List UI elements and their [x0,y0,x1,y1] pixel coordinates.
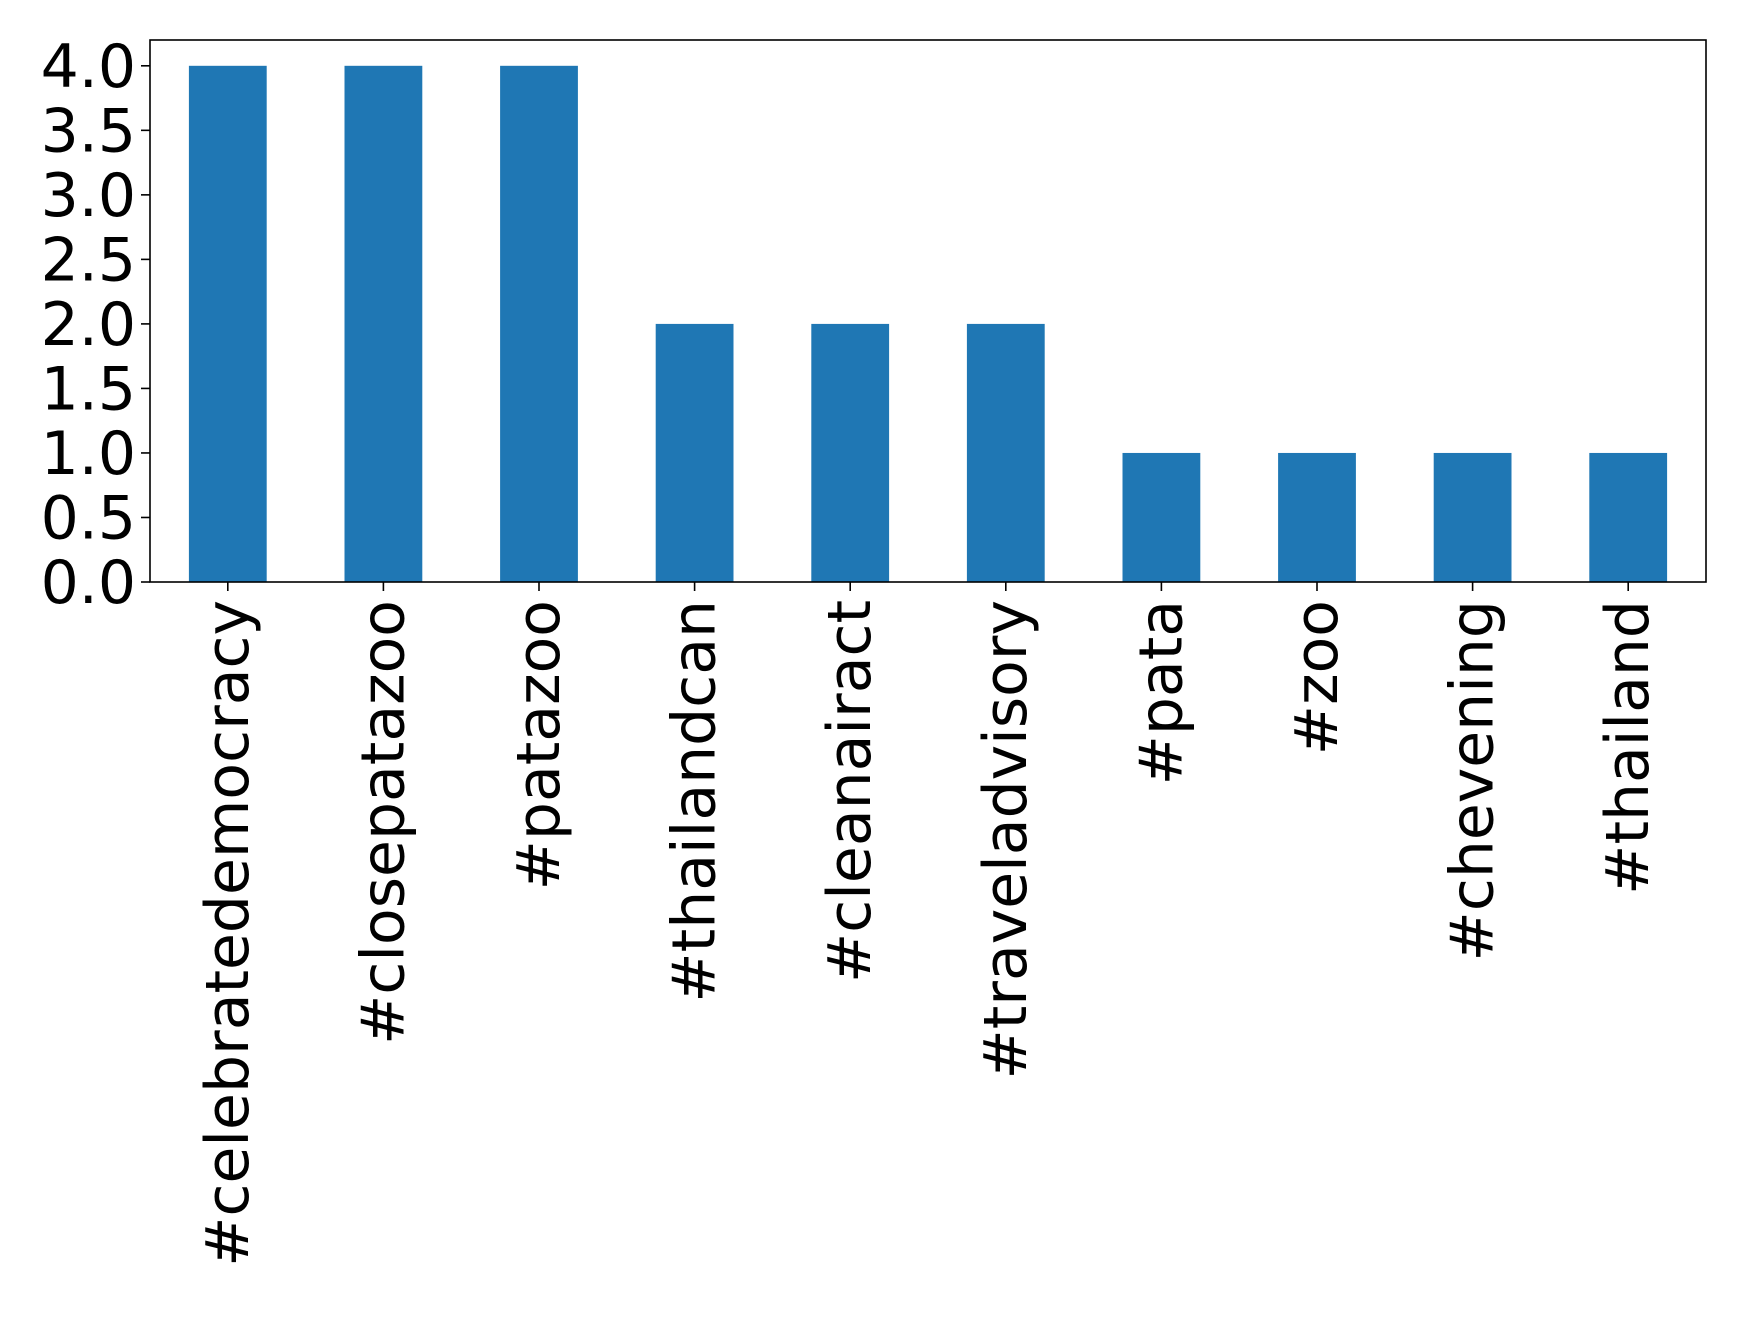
bar-pata [1122,452,1201,582]
y-tick-label: 2.5 [41,225,136,295]
bar-closepatazoo [344,65,423,583]
bar-thailand [1589,452,1668,582]
x-tick-label: #traveladvisory [971,600,1041,1080]
y-tick-label: 3.0 [41,161,136,231]
x-axis: #celebratedemocracy #closepatazoo #patazoo… [193,582,1663,1267]
x-tick-label: #zoo [1282,600,1352,755]
x-tick-label: #cleanairact [815,600,885,983]
x-tick-label: #closepatazoo [348,600,418,1045]
x-tick-label: #thailand [1593,600,1663,895]
y-tick-label: 4.0 [41,32,136,102]
y-axis: 0.00.51.01.52.02.53.03.54.0 [41,32,150,618]
y-tick-label: 2.0 [41,290,136,360]
bars-layer [188,65,1668,583]
bar-patazoo [500,65,578,583]
y-tick-label: 1.5 [41,354,136,424]
bar-chevening [1433,452,1512,582]
bar-zoo [1278,452,1356,582]
y-tick-label: 0.5 [41,483,136,553]
plot-frame [149,39,1707,583]
x-tick-label: #thailandcan [660,600,730,1003]
bar-traveladvisory [966,323,1045,582]
y-tick-label: 1.0 [41,419,136,489]
y-tick-label: 3.5 [41,96,136,166]
bar-thailandcan [655,323,734,582]
bar-cleanairact [811,323,890,582]
x-tick-label: #chevening [1438,600,1508,961]
x-tick-label: #pata [1126,600,1196,785]
y-tick-label: 0.0 [41,548,136,618]
x-tick-label: #patazoo [504,600,574,890]
bar-celebratedemocracy [188,65,267,583]
x-tick-label: #celebratedemocracy [193,600,263,1267]
